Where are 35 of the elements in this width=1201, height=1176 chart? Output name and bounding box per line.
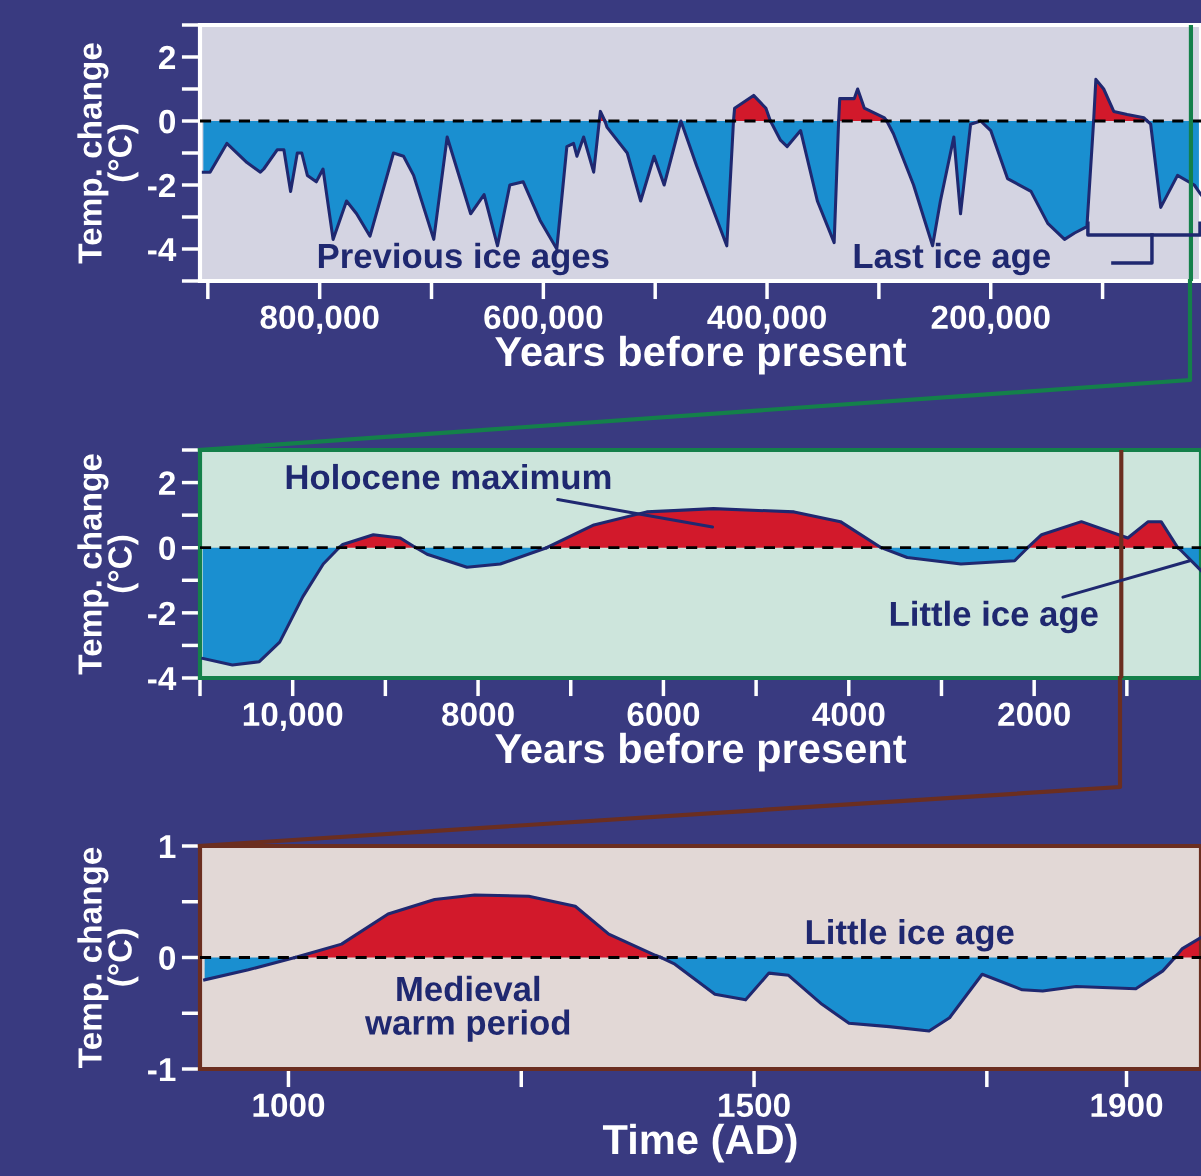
y-tick-label: 2 — [159, 45, 176, 70]
x-tick-label: 600,000 — [484, 305, 603, 334]
y-tick-label: -1 — [148, 1058, 176, 1082]
x-tick-label: 8000 — [442, 702, 514, 727]
annotation: Little ice age — [806, 918, 1014, 952]
x-tick-label: 1000 — [253, 1093, 325, 1118]
y-tick-label: 0 — [159, 536, 176, 561]
y-tick-label: -4 — [148, 238, 177, 262]
x-tick-label: 800,000 — [260, 305, 379, 334]
y-tick-label: 0 — [159, 946, 176, 970]
x-axis-title: Years before present — [495, 732, 907, 772]
x-axis-title: Years before present — [495, 335, 907, 375]
x-tick-label: 2000 — [998, 702, 1070, 727]
annotation: Last ice age — [854, 242, 1050, 276]
x-tick-label: 1500 — [719, 1093, 790, 1118]
y-tick-label: 1 — [159, 835, 176, 859]
y-tick-label: -2 — [148, 173, 176, 198]
y-tick-label: 0 — [159, 109, 176, 134]
x-axis-title: Time (AD) — [602, 1123, 797, 1163]
y-axis-title: Temp. change (°C) — [77, 454, 139, 675]
x-tick-label: 400,000 — [707, 305, 826, 334]
y-tick-label: -4 — [148, 667, 177, 691]
annotation: Holocene maximum — [286, 463, 611, 490]
y-tick-label: -2 — [148, 601, 176, 625]
x-tick-label: 10,000 — [243, 702, 343, 731]
x-tick-label: 1900 — [1091, 1093, 1163, 1118]
annotation: Medieval warm period — [364, 975, 570, 1042]
x-tick-label: 6000 — [627, 702, 700, 727]
y-axis-title: Temp. change (°C) — [77, 847, 139, 1068]
annotation: Little ice age — [890, 600, 1098, 634]
y-axis-title: Temp. change (°C) — [77, 43, 139, 264]
y-tick-label: 2 — [159, 471, 176, 495]
x-tick-label: 4000 — [812, 702, 885, 727]
annotation: Previous ice ages — [318, 242, 609, 276]
x-tick-label: 200,000 — [931, 305, 1050, 334]
